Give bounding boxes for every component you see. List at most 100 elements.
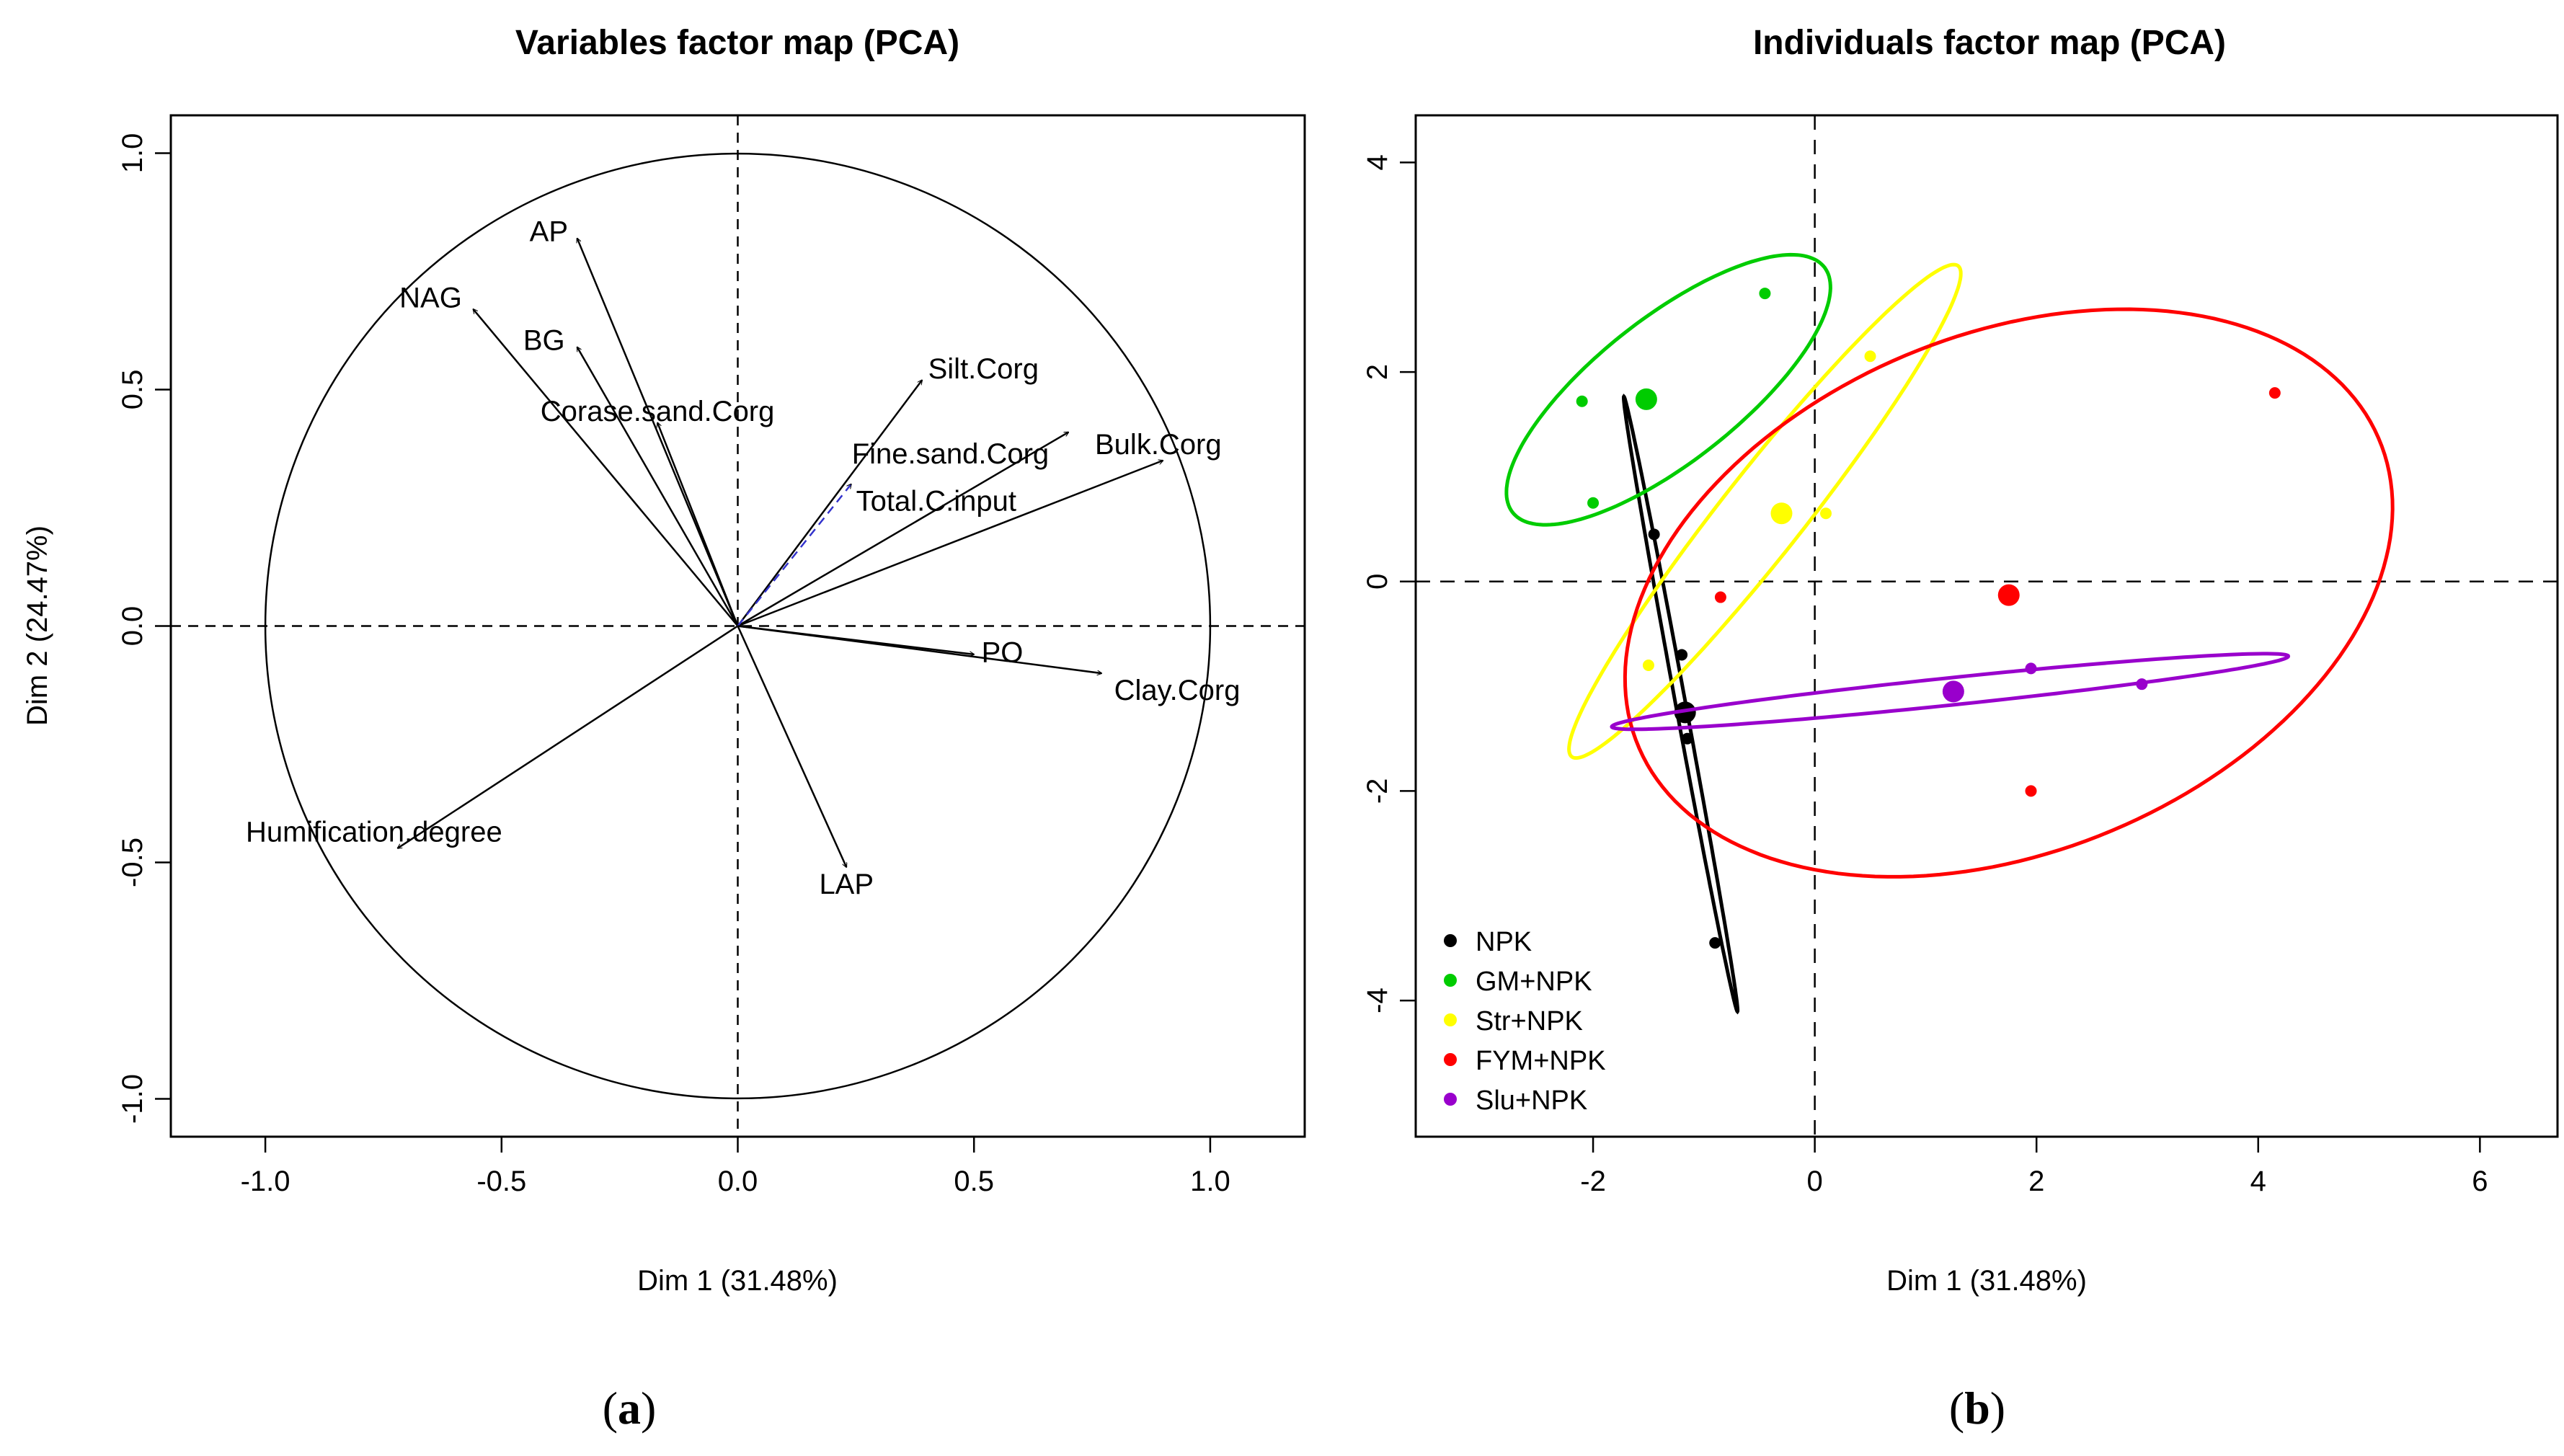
arrow-fine-sand-corg [737,431,1069,627]
label-silt-corg: Silt.Corg [928,353,1039,385]
legend-label-str-npk: Str+NPK [1476,1006,1583,1036]
panel-label-a-letter: a [618,1382,641,1434]
y-axis-b: -4 -2 0 2 4 [1362,154,1417,1013]
ellipse-gm-npk [1504,252,1832,527]
group-layers [1504,252,2395,1015]
point-npk [1709,937,1721,949]
point-gm-npk [1587,497,1600,509]
label-bg: BG [523,324,565,356]
point-str-npk [1642,660,1654,671]
point-gm-npk [1576,395,1588,407]
arrow-humification-degree [398,625,739,849]
ellipse-slu-npk [1610,652,2291,732]
group-gm-npk [1504,252,1832,527]
ellipse-fym-npk [1623,307,2395,879]
point-fym-npk [2268,387,2281,399]
panel-label-b: (b) [1949,1382,2005,1434]
point-str-npk [1864,350,1876,363]
arrow-bulk-corg [737,461,1163,627]
x-axis-label-b: Dim 1 (31.48%) [1886,1265,2087,1297]
arrow-nag [473,309,739,627]
arrow-bg [576,347,739,627]
x-axis-a: -1.0 -0.5 0.0 0.5 1.0 [241,1135,1230,1197]
label-total-c-input: Total.C.input [856,485,1016,517]
legend-label-gm-npk: GM+NPK [1476,967,1592,997]
y-axis-label-a: Dim 2 (24.47%) [22,525,53,726]
panel-label-b-letter: b [1964,1382,1990,1434]
y-tick-label-b: -2 [1362,778,1393,804]
centroid-str-npk [1770,502,1793,525]
centroid-npk [1674,701,1696,724]
x-tick-label-a: -0.5 [476,1166,526,1197]
label-humification-degree: Humification.degree [246,817,502,848]
y-tick-label-b: 4 [1362,154,1393,170]
x-tick-label-a: -1.0 [241,1166,290,1197]
legend-marker-npk [1444,934,1457,947]
panel-label-b-open: ( [1949,1382,1964,1434]
label-nag: NAG [399,282,462,314]
y-tick-label-a: -1.0 [117,1074,148,1124]
legend-marker-gm-npk [1444,974,1457,987]
label-ap: AP [530,216,568,248]
point-slu-npk [2025,662,2037,675]
arrow-total-c-input [737,484,851,627]
point-npk [1676,649,1688,661]
point-fym-npk [2025,785,2037,797]
correlation-circle [264,152,1212,1100]
variables-factor-map-panel: Variables factor map (PCA) AP NAG BG Corase… [22,24,1306,1434]
label-lap: LAP [819,869,874,900]
legend-marker-str-npk [1444,1013,1457,1026]
arrow-silt-corg [737,380,923,627]
label-fine-sand-corg: Fine.sand.Corg [852,438,1049,470]
legend-label-slu-npk: Slu+NPK [1476,1086,1587,1116]
ellipse-npk [1622,394,1740,1015]
label-corase-sand-corg: Corase.sand.Corg [541,396,775,427]
y-tick-label-b: -4 [1362,987,1393,1013]
group-str-npk [1567,262,1963,760]
group-npk [1622,394,1740,1015]
ellipse-str-npk [1567,262,1963,760]
point-fym-npk [1714,591,1726,603]
x-axis-label-a: Dim 1 (31.48%) [637,1265,838,1297]
y-tick-label-a: 1.0 [117,133,148,174]
arrow-corase-sand-corg [657,422,739,626]
x-tick-label-b: -2 [1580,1166,1606,1197]
centroid-fym-npk [1997,584,2020,606]
y-axis-a: -1.0 -0.5 0.0 0.5 1.0 [117,133,172,1124]
centroid-gm-npk [1635,388,1657,410]
x-tick-label-a: 0.5 [954,1166,994,1197]
y-tick-label-a: 0.0 [117,606,148,647]
arrow-ap [577,239,739,626]
arrow-lap [737,625,848,868]
panel-label-a-open: ( [603,1382,618,1434]
point-npk [1648,528,1660,541]
group-slu-npk [1610,652,2291,732]
point-npk [1681,732,1693,745]
zero-reference-lines-b [1416,115,2558,1137]
y-tick-label-b: 0 [1362,574,1393,590]
group-fym-npk [1623,307,2395,879]
legend-marker-fym-npk [1444,1053,1457,1066]
point-str-npk [1820,507,1832,520]
chart-b-title: Individuals factor map (PCA) [1753,24,2226,62]
x-tick-label-a: 1.0 [1190,1166,1230,1197]
x-tick-label-b: 6 [2472,1166,2488,1197]
arrow-clay-corg [737,625,1102,674]
legend-label-npk: NPK [1476,927,1532,957]
x-tick-label-b: 0 [1807,1166,1823,1197]
point-slu-npk [2136,678,2148,691]
x-tick-label-b: 4 [2250,1166,2266,1197]
legend-marker-slu-npk [1444,1093,1457,1106]
legend-b: NPK GM+NPK Str+NPK FYM+NPK Slu+NPK [1444,927,1606,1116]
legend-label-fym-npk: FYM+NPK [1476,1046,1606,1076]
centroid-slu-npk [1942,680,1964,703]
label-bulk-corg: Bulk.Corg [1095,429,1222,461]
x-tick-label-a: 0.0 [718,1166,758,1197]
chart-a-title: Variables factor map (PCA) [515,24,959,62]
x-tick-label-b: 2 [2028,1166,2044,1197]
y-tick-label-a: 0.5 [117,370,148,410]
y-tick-label-a: -0.5 [117,838,148,887]
x-axis-b: -2 0 2 4 6 [1580,1135,2488,1197]
